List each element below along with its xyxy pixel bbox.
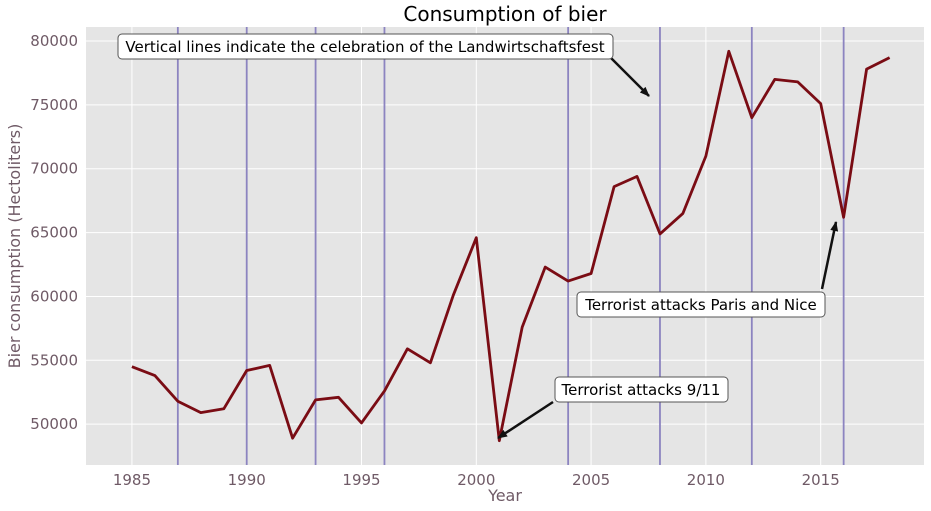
annotation-9-11: Terrorist attacks 9/11 xyxy=(497,376,729,440)
annotation-box xyxy=(554,376,729,403)
x-tick-label: 2010 xyxy=(687,471,725,489)
annotation-box xyxy=(576,291,826,318)
annotation-box xyxy=(117,33,614,60)
annotation-text: Terrorist attacks Paris and Nice xyxy=(584,296,817,314)
y-tick-label: 65000 xyxy=(30,224,78,242)
y-tick-label: 70000 xyxy=(30,160,78,178)
plot-background xyxy=(86,27,924,465)
y-tick-label: 55000 xyxy=(30,351,78,369)
annotation-text: Terrorist attacks 9/11 xyxy=(561,381,721,399)
annotation-arrow xyxy=(497,400,554,440)
x-tick-label: 1995 xyxy=(342,471,380,489)
x-tick-label: 1985 xyxy=(113,471,151,489)
y-tick-label: 80000 xyxy=(30,32,78,50)
x-tick-labels: 1985 1990 1995 2000 2005 2010 2015 xyxy=(113,471,840,489)
x-tick-label: 1990 xyxy=(228,471,266,489)
y-axis-label: Bier consumption (Hectoliters) xyxy=(5,124,24,369)
annotation-text: Vertical lines indicate the celebration … xyxy=(125,38,604,56)
y-tick-labels: 50000 55000 60000 65000 70000 75000 80000 xyxy=(30,32,78,433)
x-axis-label: Year xyxy=(487,486,522,505)
y-tick-label: 60000 xyxy=(30,287,78,305)
annotation-landwirtschaftsfest: Vertical lines indicate the celebration … xyxy=(117,33,650,97)
series-layer xyxy=(131,49,891,443)
annotation-paris-nice: Terrorist attacks Paris and Nice xyxy=(576,221,839,318)
x-tick-label: 2000 xyxy=(457,471,495,489)
x-tick-label: 2005 xyxy=(572,471,610,489)
y-tick-label: 75000 xyxy=(30,96,78,114)
annotation-arrow xyxy=(610,57,650,97)
series-line xyxy=(131,49,891,443)
chart-title: Consumption of bier xyxy=(403,2,607,26)
event-vertical-lines xyxy=(176,27,845,465)
x-tick-label: 2015 xyxy=(802,471,840,489)
annotation-arrow xyxy=(820,221,839,290)
y-tick-label: 50000 xyxy=(30,415,78,433)
